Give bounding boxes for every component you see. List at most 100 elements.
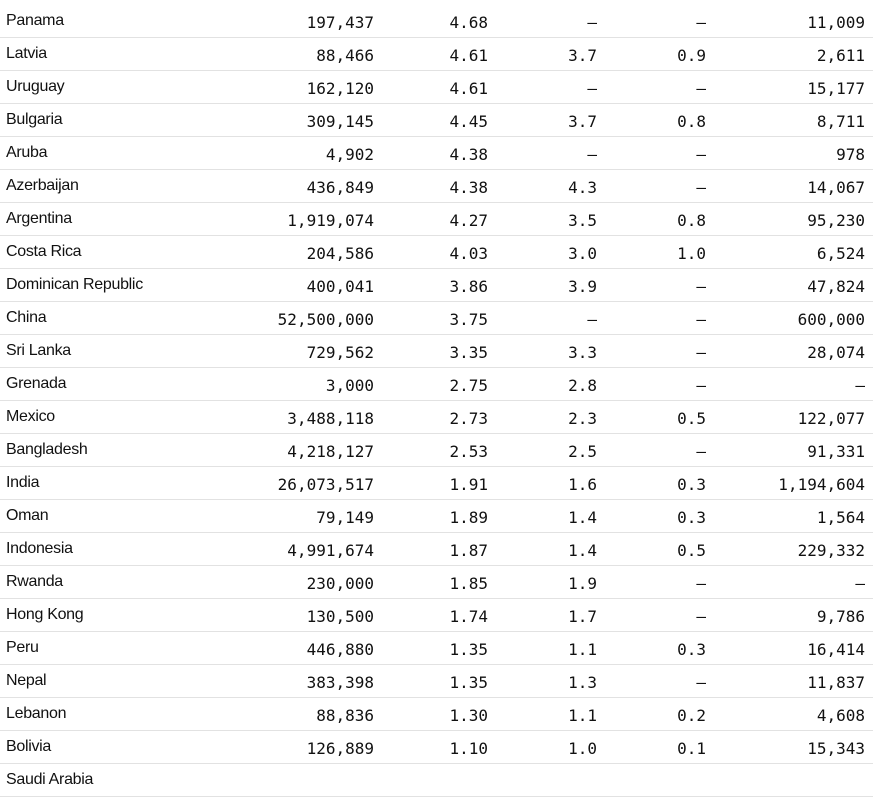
value-cell-5: 14,067 [807, 178, 865, 197]
table-row: Panama 197,437 4.68 – – 11,009 [0, 5, 873, 38]
table-row: Grenada 3,000 2.75 2.8 – – [0, 368, 873, 401]
table-row: Uruguay 162,120 4.61 – – 15,177 [0, 71, 873, 104]
value-cell-3: 1.3 [568, 673, 597, 692]
value-cell-3: 1.4 [568, 541, 597, 560]
country-cell: Azerbaijan [6, 177, 79, 194]
table-row: Nepal 383,398 1.35 1.3 – 11,837 [0, 665, 873, 698]
value-cell-2: 4.61 [449, 79, 488, 98]
value-cell-4: 0.8 [677, 112, 706, 131]
table-row: India 26,073,517 1.91 1.6 0.3 1,194,604 [0, 467, 873, 500]
value-cell-1: 436,849 [306, 178, 374, 197]
value-cell-5: 15,343 [807, 739, 865, 758]
table-row: Hong Kong 130,500 1.74 1.7 – 9,786 [0, 599, 873, 632]
table-row: Mexico 3,488,118 2.73 2.3 0.5 122,077 [0, 401, 873, 434]
value-cell-4: 0.5 [677, 409, 706, 428]
value-cell-5: 95,230 [807, 211, 865, 230]
value-cell-3: 1.9 [568, 574, 597, 593]
value-cell-3: 4.3 [568, 178, 597, 197]
value-cell-4: – [696, 343, 706, 362]
value-cell-5: 28,074 [807, 343, 865, 362]
value-cell-2: 3.75 [449, 310, 488, 329]
value-cell-5: 1,564 [816, 508, 865, 527]
table-row: Dominican Republic 400,041 3.86 3.9 – 47,824 [0, 269, 873, 302]
value-cell-4: – [696, 310, 706, 329]
value-cell-4: 1.0 [677, 244, 706, 263]
value-cell-1: 3,000 [325, 376, 374, 395]
value-cell-3: 2.3 [568, 409, 597, 428]
value-cell-3: 1.1 [568, 640, 597, 659]
value-cell-2: 1.85 [449, 574, 488, 593]
value-cell-5: 229,332 [797, 541, 865, 560]
value-cell-4: 0.8 [677, 211, 706, 230]
country-cell: Grenada [6, 375, 67, 392]
value-cell-1: 130,500 [306, 607, 374, 626]
value-cell-2: 1.35 [449, 673, 488, 692]
table-row: Peru 446,880 1.35 1.1 0.3 16,414 [0, 632, 873, 665]
value-cell-2: 1.87 [449, 541, 488, 560]
value-cell-2: 4.03 [449, 244, 488, 263]
data-table: Panama 197,437 4.68 – – 11,009 Latvia 88,466 4.6… [0, 5, 873, 797]
value-cell-5: 16,414 [807, 640, 865, 659]
country-cell: China [6, 309, 47, 326]
value-cell-3: 1.4 [568, 508, 597, 527]
table-row: Aruba 4,902 4.38 – – 978 [0, 137, 873, 170]
value-cell-1: 26,073,517 [277, 475, 374, 494]
value-cell-3: – [587, 145, 597, 164]
country-cell: Indonesia [6, 540, 73, 557]
value-cell-4: – [696, 178, 706, 197]
country-cell: Rwanda [6, 573, 63, 590]
value-cell-1: 88,836 [316, 706, 374, 725]
value-cell-2: 1.74 [449, 607, 488, 626]
value-cell-1: 400,041 [306, 277, 374, 296]
value-cell-4: – [696, 442, 706, 461]
value-cell-5: 15,177 [807, 79, 865, 98]
country-cell: Peru [6, 639, 39, 656]
value-cell-1: 162,120 [306, 79, 374, 98]
country-cell: Panama [6, 12, 64, 29]
value-cell-1: 4,902 [325, 145, 374, 164]
country-cell: Argentina [6, 210, 72, 227]
value-cell-2: 2.75 [449, 376, 488, 395]
value-cell-1: 3,488,118 [287, 409, 374, 428]
value-cell-2: 4.45 [449, 112, 488, 131]
value-cell-2: 1.91 [449, 475, 488, 494]
value-cell-3: 1.6 [568, 475, 597, 494]
value-cell-4: 0.9 [677, 46, 706, 65]
value-cell-5: – [855, 376, 865, 395]
value-cell-1: 79,149 [316, 508, 374, 527]
value-cell-5: 11,009 [807, 13, 865, 32]
value-cell-3: 3.7 [568, 46, 597, 65]
value-cell-2: 2.53 [449, 442, 488, 461]
country-cell: Costa Rica [6, 243, 82, 260]
country-cell: Aruba [6, 144, 48, 161]
table-row: Bolivia 126,889 1.10 1.0 0.1 15,343 [0, 731, 873, 764]
value-cell-1: 126,889 [306, 739, 374, 758]
value-cell-1: 197,437 [306, 13, 374, 32]
country-cell: Bangladesh [6, 441, 88, 458]
value-cell-1: 1,919,074 [287, 211, 374, 230]
value-cell-3: – [587, 13, 597, 32]
value-cell-5: 11,837 [807, 673, 865, 692]
table-row: China 52,500,000 3.75 – – 600,000 [0, 302, 873, 335]
value-cell-5: 978 [836, 145, 865, 164]
value-cell-5: 91,331 [807, 442, 865, 461]
country-cell: Nepal [6, 672, 47, 689]
country-cell: Mexico [6, 408, 55, 425]
value-cell-1: 204,586 [306, 244, 374, 263]
table-row: Bulgaria 309,145 4.45 3.7 0.8 8,711 [0, 104, 873, 137]
table-row: Saudi Arabia [0, 764, 873, 797]
value-cell-4: – [696, 376, 706, 395]
value-cell-2: 3.86 [449, 277, 488, 296]
value-cell-2: 4.38 [449, 178, 488, 197]
value-cell-1: 230,000 [306, 574, 374, 593]
value-cell-2: 2.73 [449, 409, 488, 428]
value-cell-1: 383,398 [306, 673, 374, 692]
value-cell-3: 1.1 [568, 706, 597, 725]
value-cell-5: 6,524 [816, 244, 865, 263]
country-cell: Oman [6, 507, 49, 524]
value-cell-5: 8,711 [816, 112, 865, 131]
value-cell-3: 2.8 [568, 376, 597, 395]
value-cell-4: – [696, 673, 706, 692]
value-cell-5: 47,824 [807, 277, 865, 296]
table-row: Sri Lanka 729,562 3.35 3.3 – 28,074 [0, 335, 873, 368]
